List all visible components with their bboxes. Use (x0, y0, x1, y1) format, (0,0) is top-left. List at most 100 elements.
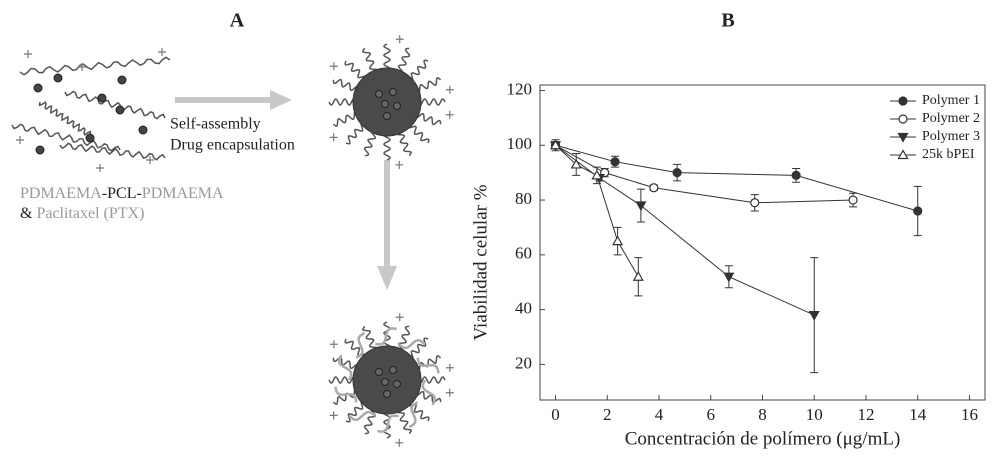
drug-dot (383, 112, 391, 120)
plus-sign (445, 110, 454, 119)
x-tick-label: 16 (961, 405, 978, 424)
corona-chain (383, 43, 391, 72)
dna-strand (416, 357, 440, 374)
y-tick-label: 80 (515, 189, 532, 208)
plus-sign (395, 160, 404, 169)
dna-strand (348, 410, 377, 422)
plus-sign (329, 411, 338, 420)
drug-dot (53, 73, 63, 83)
drug-dot (85, 133, 95, 143)
point (791, 170, 801, 180)
polymer-chain (59, 142, 166, 161)
point (610, 157, 620, 167)
y-tick-label: 20 (515, 353, 532, 372)
corona-chain (361, 47, 378, 74)
point (612, 235, 624, 246)
caption: & Paclitaxel (PTX) (20, 205, 144, 222)
drug-dot (389, 88, 397, 96)
plus-sign (96, 164, 104, 172)
drug-dot (375, 90, 383, 98)
drug-dot (97, 93, 107, 103)
polymer-chain (38, 101, 92, 136)
corona-chain (414, 390, 442, 404)
caption-part: -PCL- (102, 185, 142, 202)
plus-sign (329, 62, 338, 71)
y-tick-label: 60 (515, 244, 532, 263)
corona-chain (332, 78, 360, 92)
chart: B 0 2 4 6 8 10 12 14 16 20 40 60 80 100 120 Concentraci… (470, 10, 986, 449)
x-tick-label: 2 (603, 405, 612, 424)
corona-chain (396, 408, 413, 435)
point (649, 183, 659, 193)
legend-marker (898, 96, 908, 106)
corona-chain (414, 112, 442, 126)
plus-sign (445, 85, 454, 94)
corona-chain (332, 111, 359, 128)
drug-dot (381, 378, 389, 386)
panel-label: A (230, 10, 245, 32)
dna-strand (375, 327, 397, 346)
corona-chain (328, 376, 357, 384)
dna-strand (355, 331, 366, 359)
series-line (555, 144, 918, 212)
plus-sign (24, 50, 32, 58)
point (632, 271, 644, 281)
point (635, 201, 647, 212)
caption: PDMAEMA-PCL-PDMAEMA (20, 185, 224, 202)
corona-chain (407, 123, 430, 144)
point (808, 310, 820, 321)
x-tick-label: 4 (655, 405, 664, 424)
plus-sign (395, 35, 404, 44)
drug-dot (115, 105, 125, 115)
y-tick-label: 120 (507, 79, 533, 98)
corona-chain (408, 59, 429, 82)
point (913, 206, 923, 216)
caption-part: Paclitaxel (PTX) (36, 205, 144, 222)
corona-chain (361, 325, 378, 352)
drug-dot (117, 75, 127, 85)
corona-chain (408, 337, 429, 360)
dna-strand (334, 386, 358, 403)
corona-chain (363, 129, 377, 157)
point (723, 272, 735, 283)
drug-dot (393, 102, 401, 110)
drug-dot (33, 83, 43, 93)
corona-chain (332, 356, 360, 370)
plus-sign (445, 388, 454, 397)
legend-marker (898, 114, 908, 124)
corona-chain (344, 60, 367, 81)
series-line (555, 144, 854, 204)
x-tick-label: 12 (857, 405, 874, 424)
dna-strand (421, 379, 436, 406)
point (591, 169, 603, 180)
corona-chain (332, 389, 359, 406)
polymer-chain (11, 123, 121, 152)
plot-frame (539, 84, 986, 401)
dna-strand (408, 401, 419, 429)
dna-strand (338, 354, 353, 381)
plus-sign (329, 340, 338, 349)
corona-chain (383, 132, 391, 161)
plus-sign (395, 313, 404, 322)
polymer-chain (19, 56, 171, 76)
corona-chain (345, 122, 366, 145)
x-tick-label: 6 (707, 405, 716, 424)
dna-strand (377, 414, 399, 433)
corona-chain (396, 130, 413, 157)
plus-sign (445, 363, 454, 372)
drug-dot (138, 125, 148, 135)
x-tick-label: 8 (758, 405, 767, 424)
legend-label: Polymer 2 (922, 111, 980, 126)
corona-chain (345, 400, 366, 423)
drug-dot (389, 366, 397, 374)
point (750, 198, 760, 208)
corona-chain (417, 98, 446, 106)
series-line (555, 144, 639, 277)
drug-dot (393, 380, 401, 388)
plus-sign (395, 438, 404, 447)
legend-marker (897, 149, 909, 160)
caption-part: PDMAEMA (20, 185, 102, 202)
plus-sign (16, 136, 24, 144)
arrow-head (270, 90, 292, 110)
